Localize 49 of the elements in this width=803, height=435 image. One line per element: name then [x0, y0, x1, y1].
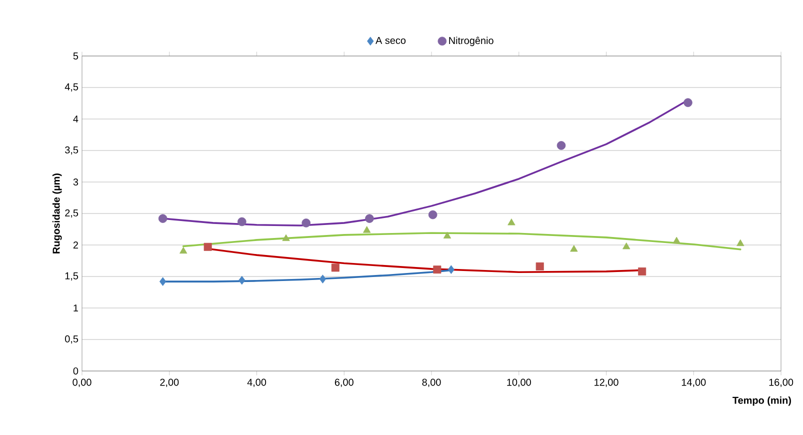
point — [302, 218, 311, 228]
x-tick-label: 14,00 — [682, 378, 706, 388]
point — [622, 242, 630, 250]
y-axis-title: Rugosidade (µm) — [52, 173, 62, 254]
point — [508, 218, 516, 226]
y-tick-label: 2,5 — [65, 209, 78, 218]
point — [365, 214, 374, 223]
point — [158, 214, 168, 223]
x-tick-label: 0,00 — [72, 378, 92, 388]
point — [684, 98, 692, 108]
point — [672, 236, 680, 244]
point — [736, 239, 744, 246]
x-tick-label: 10,00 — [507, 378, 531, 388]
point — [428, 210, 438, 220]
x-axis-title: Tempo (min) — [732, 396, 791, 406]
point — [319, 274, 326, 284]
x-tick-label: 2,00 — [160, 378, 179, 388]
x-tick-label: 8,00 — [422, 378, 441, 388]
y-tick-label: 4,5 — [64, 83, 78, 92]
y-tick-label: 2 — [73, 242, 78, 248]
point — [363, 226, 371, 233]
legend-label: Nitrogênio — [449, 36, 494, 46]
legend-label: A seco — [376, 36, 406, 44]
point — [556, 141, 566, 150]
point — [331, 264, 340, 272]
point — [638, 267, 646, 276]
point — [448, 265, 455, 274]
y-tick-label: 0,5 — [65, 335, 78, 344]
y-tick-label: 5 — [73, 52, 78, 60]
point — [159, 277, 166, 286]
x-tick-label: 4,00 — [247, 378, 266, 388]
y-tick-label: 3 — [73, 178, 78, 186]
x-tick-label: 6,00 — [334, 378, 354, 388]
y-tick-label: 0 — [73, 367, 78, 375]
point — [282, 234, 290, 241]
x-tick-label: 16,00 — [769, 378, 794, 388]
y-tick-label: 1 — [74, 304, 78, 312]
x-tick-label: 12,00 — [594, 378, 618, 388]
point — [180, 246, 188, 254]
point — [443, 232, 452, 238]
point — [536, 262, 544, 270]
y-tick-label: 1,5 — [65, 272, 78, 281]
point — [433, 266, 442, 274]
point — [570, 245, 578, 252]
y-tick-label: 3,5 — [65, 146, 78, 155]
point — [238, 276, 246, 285]
point — [204, 242, 212, 251]
y-tick-label: 4 — [73, 116, 78, 122]
point — [238, 217, 246, 226]
